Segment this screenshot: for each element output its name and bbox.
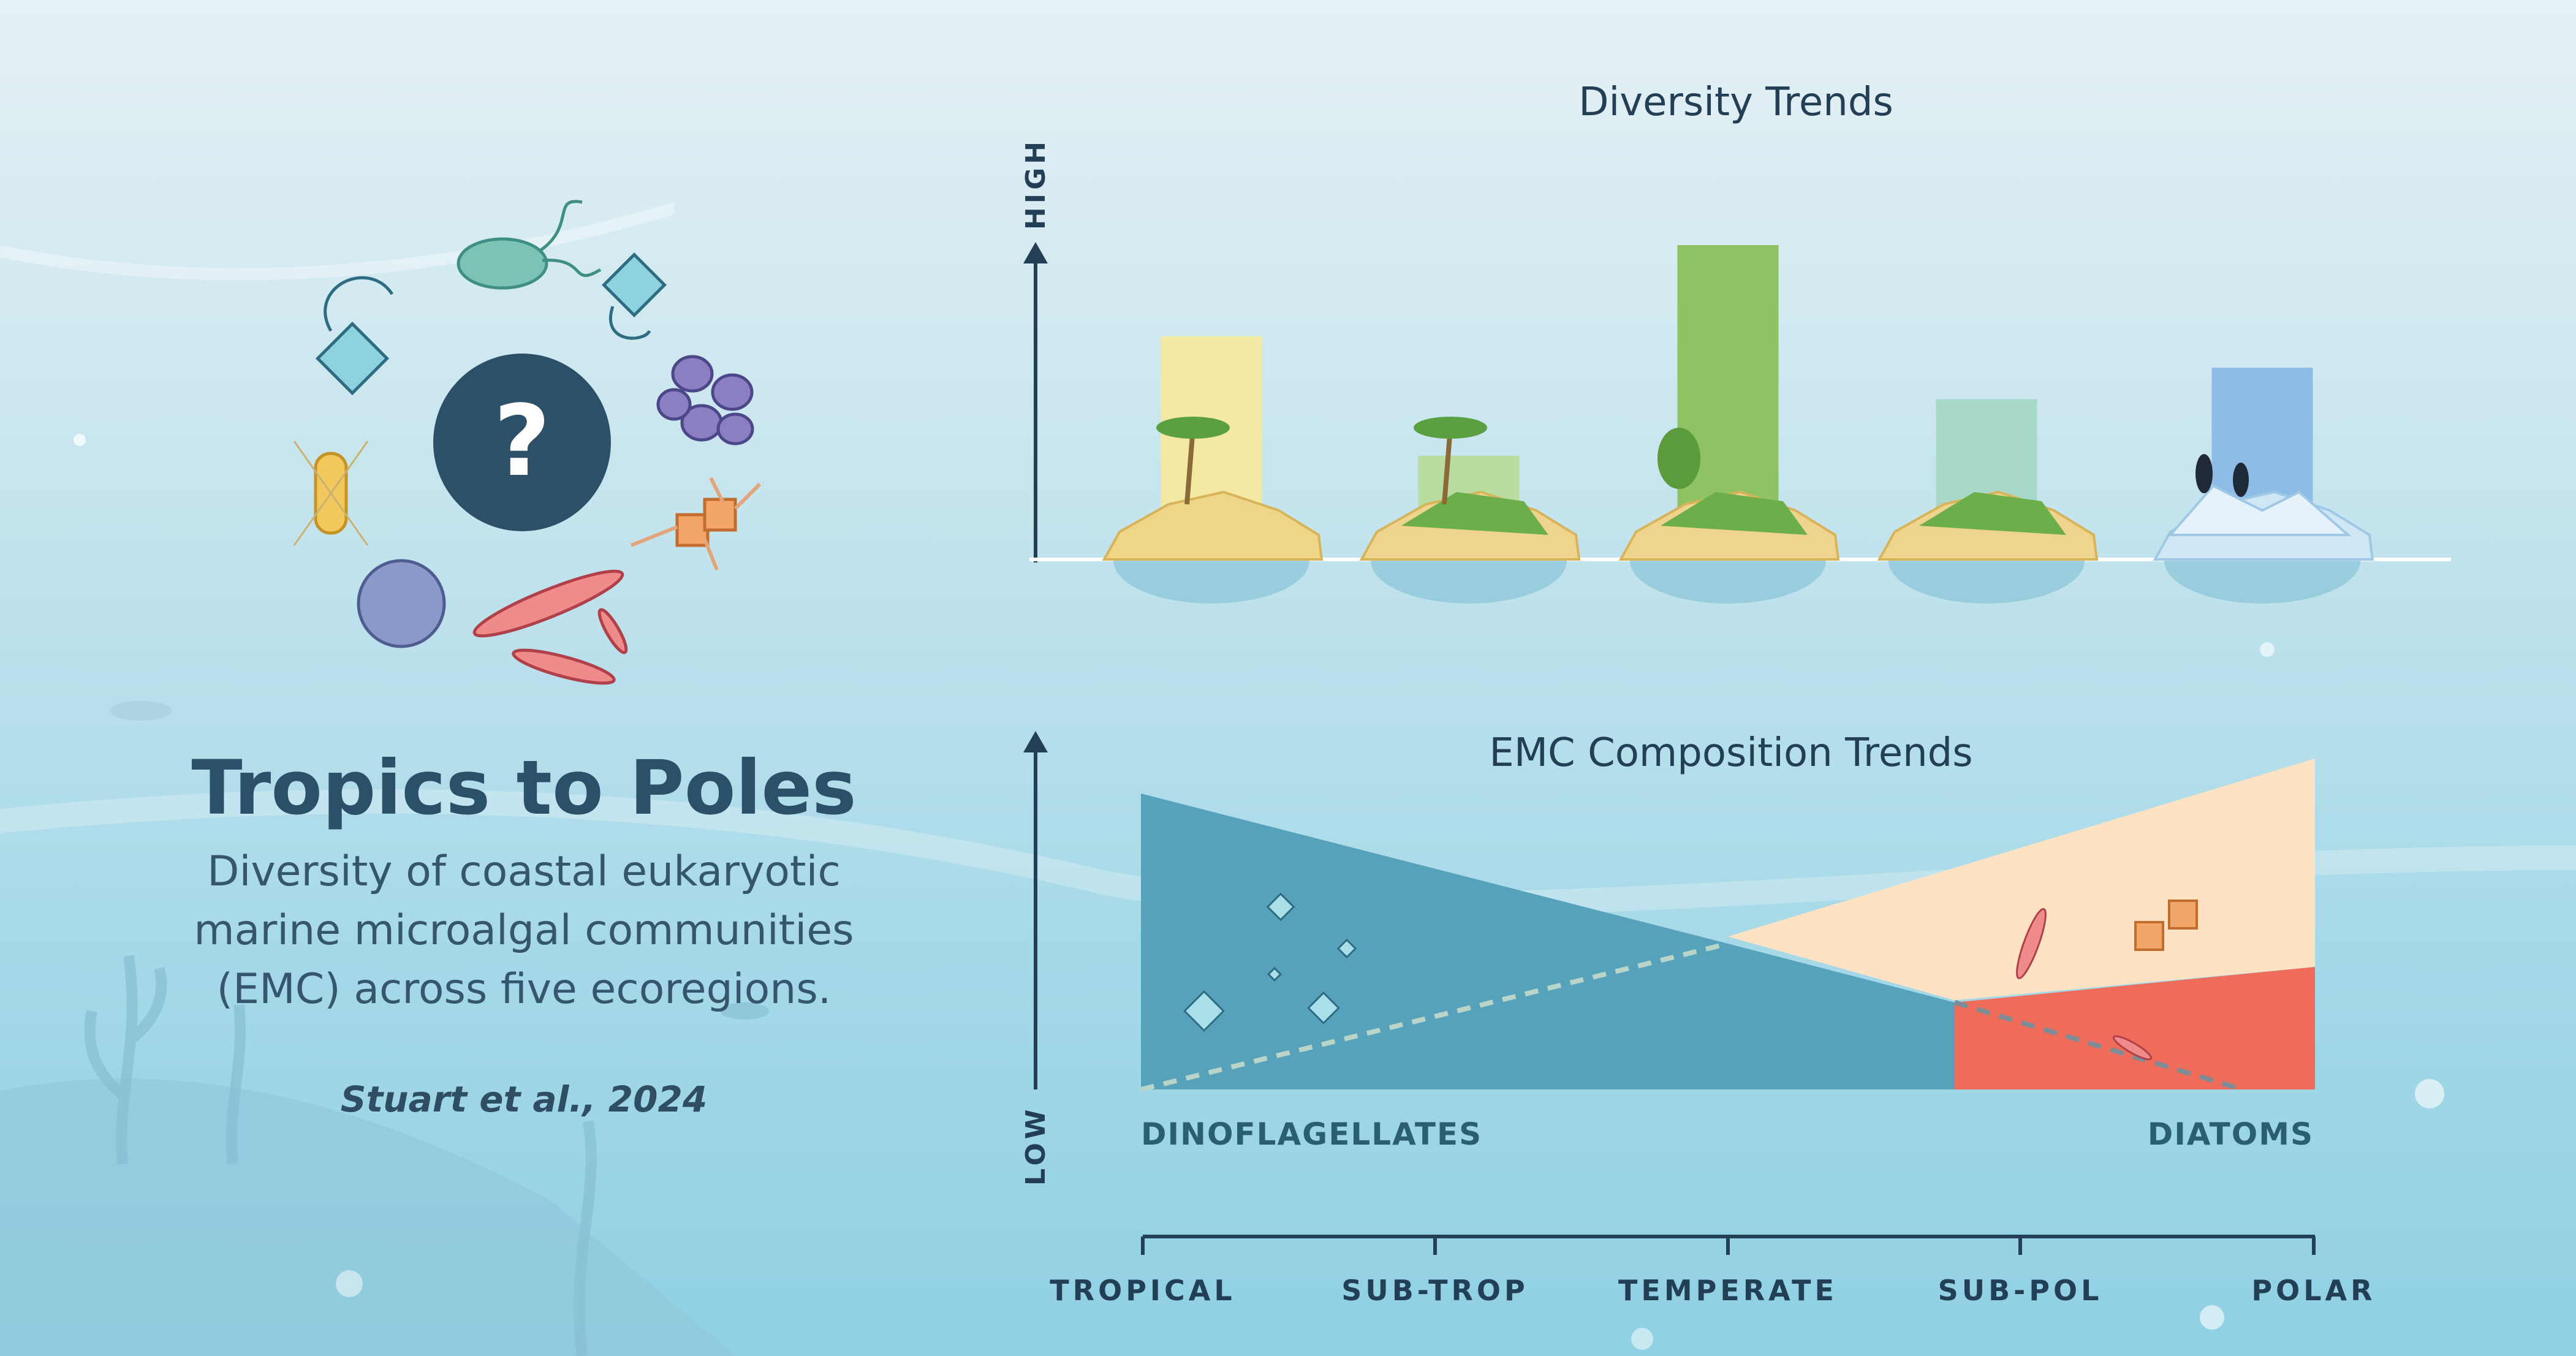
x-tick-label: SUB-POL (1938, 1274, 2103, 1307)
dinoflagellate-icon (315, 276, 394, 396)
tropical-island-icon (1102, 417, 1324, 561)
arrow-up-icon (1023, 731, 1048, 752)
composition-areas (1140, 759, 2315, 1092)
dinoflagellate-icon (601, 252, 667, 340)
pennate-diatom-icon (2016, 907, 2047, 980)
water-reflection (2164, 561, 2360, 604)
subtitle-line: Diversity of coastal eukaryotic (207, 847, 841, 896)
main-title: Tropics to Poles (191, 744, 857, 831)
axis-label-low: LOW (1020, 1106, 1051, 1186)
water-reflection (1630, 561, 1826, 604)
chain-diatom-icon (2134, 921, 2164, 951)
subtitle: Diversity of coastal eukaryotic marine m… (184, 843, 864, 1019)
water-reflection (1888, 561, 2085, 604)
x-axis-ticks: TROPICAL SUB-TROP TEMPERATE SUB-POL POLAR (1050, 1237, 2376, 1307)
dinoflagellate-icon (1266, 892, 1295, 922)
x-tick-label: POLAR (2251, 1274, 2376, 1307)
x-tick-label: TROPICAL (1050, 1274, 1235, 1307)
area-diatoms-lower (1955, 967, 2315, 1089)
subtitle-line: marine microalgal communities (194, 906, 854, 955)
subtropical-island-icon (1359, 417, 1581, 561)
pennate-diatom-icon (472, 569, 628, 685)
dashed-trend-line (1953, 1000, 2244, 1092)
subpolar-island-icon (1877, 490, 2099, 561)
flagellate-cell-icon (456, 200, 602, 290)
temperate-island-icon (1618, 428, 1840, 561)
emc-chart-title: EMC Composition Trends (1489, 730, 1972, 776)
legend-dinoflagellates: DINOFLAGELLATES (1141, 1116, 1482, 1152)
chain-diatom-icon (2168, 900, 2198, 930)
center-circle (433, 354, 611, 531)
diversity-chart-title: Diversity Trends (1578, 80, 1893, 125)
water-reflection (1113, 561, 1309, 604)
purple-colony-icon (656, 355, 754, 445)
citation: Stuart et al., 2024 (340, 1078, 708, 1120)
x-tick-label: TEMPERATE (1618, 1274, 1838, 1307)
coccolith-icon (357, 559, 446, 648)
microalgae-ring: ? (293, 200, 762, 685)
x-tick-label: SUB-TROP (1341, 1274, 1529, 1307)
dashed-trend-line (1140, 941, 1729, 1092)
polar-ice-icon (2153, 454, 2374, 561)
diversity-bars (1102, 245, 2374, 604)
arrow-up-icon (1023, 242, 1048, 263)
seaweed-icon (84, 955, 597, 1356)
axis-label-high: HIGH (1020, 138, 1051, 230)
pennate-diatom-icon (2112, 1035, 2153, 1061)
legend-diatoms: DIATOMS (2148, 1116, 2314, 1152)
area-diatoms-upper (1728, 759, 2315, 1001)
water-reflection (1371, 561, 1567, 604)
dinoflagellate-icon (1307, 991, 1340, 1025)
chain-diatom-icon (630, 477, 762, 571)
yellow-diatom-icon (293, 441, 369, 546)
question-mark-icon: ? (494, 384, 551, 498)
dinoflagellate-icon (1267, 966, 1282, 982)
subtitle-line: (EMC) across five ecoregions. (216, 965, 832, 1013)
dinoflagellate-icon (1336, 938, 1357, 959)
area-dinoflagellates (1141, 794, 1955, 1089)
dinoflagellate-icon (1183, 990, 1225, 1032)
